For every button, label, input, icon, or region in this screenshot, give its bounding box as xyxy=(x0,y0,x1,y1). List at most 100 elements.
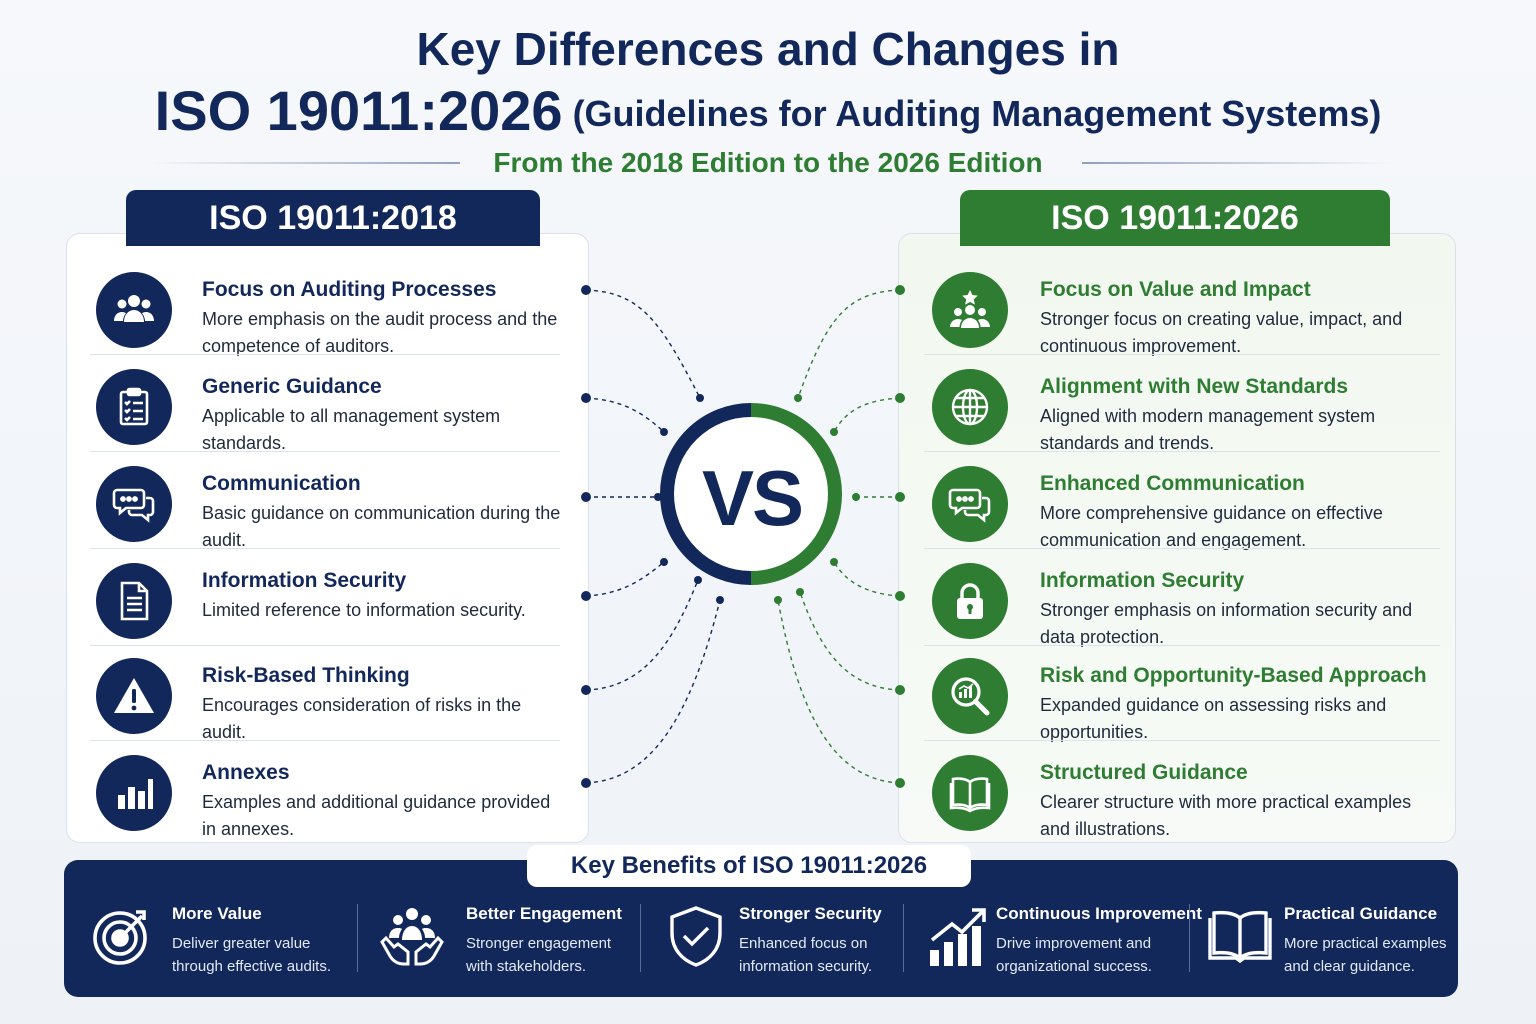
item-title: Generic Guidance xyxy=(202,375,382,398)
vs-label: VS xyxy=(701,454,804,542)
growth-chart-icon xyxy=(930,908,986,966)
benefit-better-engagement: Better Engagement Stronger engagement wi… xyxy=(380,896,640,986)
item-title: Focus on Value and Impact xyxy=(1040,278,1311,301)
benefit-divider xyxy=(903,904,904,972)
benefit-description-line: information security. xyxy=(739,958,873,975)
left-item-auditing-processes: Focus on Auditing Processes More emphasi… xyxy=(90,258,560,356)
benefit-description-line: and clear guidance. xyxy=(1284,958,1415,975)
team-star-icon xyxy=(932,272,1008,348)
warning-triangle-icon xyxy=(96,658,172,734)
benefit-title: Practical Guidance xyxy=(1284,904,1438,923)
connector-dot xyxy=(794,394,802,402)
item-title: Communication xyxy=(202,472,361,495)
page-title-line-1: Key Differences and Changes in xyxy=(416,23,1120,75)
tab-iso-2018: ISO 19011:2018 xyxy=(126,190,540,246)
benefits-heading: Key Benefits of ISO 19011:2026 xyxy=(527,845,971,887)
connector-left-4 xyxy=(585,561,665,597)
left-item-communication: Communication Basic guidance on communic… xyxy=(90,452,560,550)
benefit-description-line: organizational success. xyxy=(996,958,1152,975)
connector-dot xyxy=(830,428,838,436)
left-item-annexes: Annexes Examples and additional guidance… xyxy=(90,741,560,839)
benefit-divider xyxy=(357,904,358,972)
item-description: Encourages consideration of risks in the… xyxy=(202,695,522,742)
open-book-icon xyxy=(932,755,1008,831)
item-description: Limited reference to information securit… xyxy=(202,600,526,620)
right-item-value-impact: Focus on Value and Impact Stronger focus… xyxy=(924,258,1440,356)
left-item-information-security: Information Security Limited reference t… xyxy=(90,549,560,646)
chat-bubbles-icon xyxy=(96,466,172,542)
connector-dot xyxy=(694,576,702,584)
benefit-more-value: More Value Deliver greater value through… xyxy=(90,896,350,986)
item-description: Stronger focus on creating value, impact… xyxy=(1040,309,1403,356)
benefit-stronger-security: Stronger Security Enhanced focus on info… xyxy=(664,896,894,986)
item-description: More comprehensive guidance on effective… xyxy=(1040,503,1383,550)
benefit-title: Stronger Security xyxy=(739,904,882,923)
benefit-description-line: More practical examples xyxy=(1284,935,1447,952)
page-subtitle: From the 2018 Edition to the 2026 Editio… xyxy=(493,147,1043,178)
benefit-title: More Value xyxy=(172,904,262,923)
item-description: Basic guidance on communication during t… xyxy=(202,503,561,550)
bar-chart-icon xyxy=(96,755,172,831)
connector-dot xyxy=(830,558,838,566)
connector-left-6 xyxy=(585,599,721,784)
benefit-description: Deliver greater value through effective … xyxy=(172,932,331,978)
benefit-continuous-improvement: Continuous Improvement Drive improvement… xyxy=(928,896,1202,986)
item-description: Clearer structure with more practical ex… xyxy=(1040,792,1412,839)
benefit-divider xyxy=(640,904,641,972)
subtitle-rule-left xyxy=(150,162,460,164)
item-title: Information Security xyxy=(202,569,407,592)
right-item-enhanced-communication: Enhanced Communication More comprehensiv… xyxy=(924,452,1440,550)
connector-left-5 xyxy=(585,579,699,691)
benefit-title: Continuous Improvement xyxy=(996,904,1202,923)
connector-dot xyxy=(774,596,782,604)
benefit-description-line: Enhanced focus on xyxy=(739,935,868,952)
connector-right-6 xyxy=(777,599,901,784)
right-item-structured-guidance: Structured Guidance Clearer structure wi… xyxy=(924,741,1440,839)
item-description: Stronger emphasis on information securit… xyxy=(1040,600,1413,647)
hands-people-icon xyxy=(380,908,444,966)
item-description: More emphasis on the audit process and t… xyxy=(202,309,558,356)
item-title: Enhanced Communication xyxy=(1040,472,1305,495)
item-title: Information Security xyxy=(1040,569,1245,592)
shield-check-icon xyxy=(670,906,722,967)
connector-right-1 xyxy=(797,289,901,399)
benefit-divider xyxy=(1189,904,1190,972)
connector-right-2 xyxy=(833,397,901,433)
item-title: Alignment with New Standards xyxy=(1040,375,1349,398)
benefit-description: Stronger engagement with stakeholders. xyxy=(466,932,611,978)
item-description: Applicable to all management system stan… xyxy=(202,406,501,453)
left-item-risk-based-thinking: Risk-Based Thinking Encourages considera… xyxy=(90,644,560,742)
connector-dot xyxy=(852,493,860,501)
connector-dot xyxy=(716,596,724,604)
item-description: Aligned with modern management system st… xyxy=(1040,406,1376,453)
title-standard-name: (Guidelines for Auditing Management Syst… xyxy=(572,93,1382,134)
chat-bubbles-icon xyxy=(932,466,1008,542)
left-item-generic-guidance: Generic Guidance Applicable to all manag… xyxy=(90,355,560,453)
connector-dot xyxy=(796,588,804,596)
benefit-description-line: with stakeholders. xyxy=(466,958,587,975)
item-title: Annexes xyxy=(202,761,290,784)
right-item-alignment: Alignment with New Standards Aligned wit… xyxy=(924,355,1440,453)
item-title: Risk and Opportunity-Based Approach xyxy=(1040,664,1427,687)
benefit-practical-guidance: Practical Guidance More practical exampl… xyxy=(1208,896,1448,986)
globe-icon xyxy=(932,369,1008,445)
connector-dot xyxy=(654,493,662,501)
page-title-line-2: ISO 19011:2026 (Guidelines for Auditing … xyxy=(0,78,1536,143)
benefit-description-line: Stronger engagement xyxy=(466,935,612,952)
people-group-icon xyxy=(96,272,172,348)
benefit-description: Enhanced focus on information security. xyxy=(739,932,872,978)
benefit-description: More practical examples and clear guidan… xyxy=(1284,932,1447,978)
clipboard-checklist-icon xyxy=(96,369,172,445)
benefit-description-line: Deliver greater value xyxy=(172,935,311,952)
tab-iso-2026: ISO 19011:2026 xyxy=(960,190,1390,246)
padlock-icon xyxy=(932,563,1008,639)
benefit-description: Drive improvement and organizational suc… xyxy=(996,932,1152,978)
magnifier-chart-icon xyxy=(932,658,1008,734)
item-description: Examples and additional guidance provide… xyxy=(202,792,551,839)
item-title: Structured Guidance xyxy=(1040,761,1248,784)
subtitle-rule-right xyxy=(1082,162,1392,164)
item-title: Risk-Based Thinking xyxy=(202,664,410,687)
benefit-title: Better Engagement xyxy=(466,904,622,923)
connector-dot xyxy=(660,428,668,436)
connector-dot xyxy=(696,394,704,402)
